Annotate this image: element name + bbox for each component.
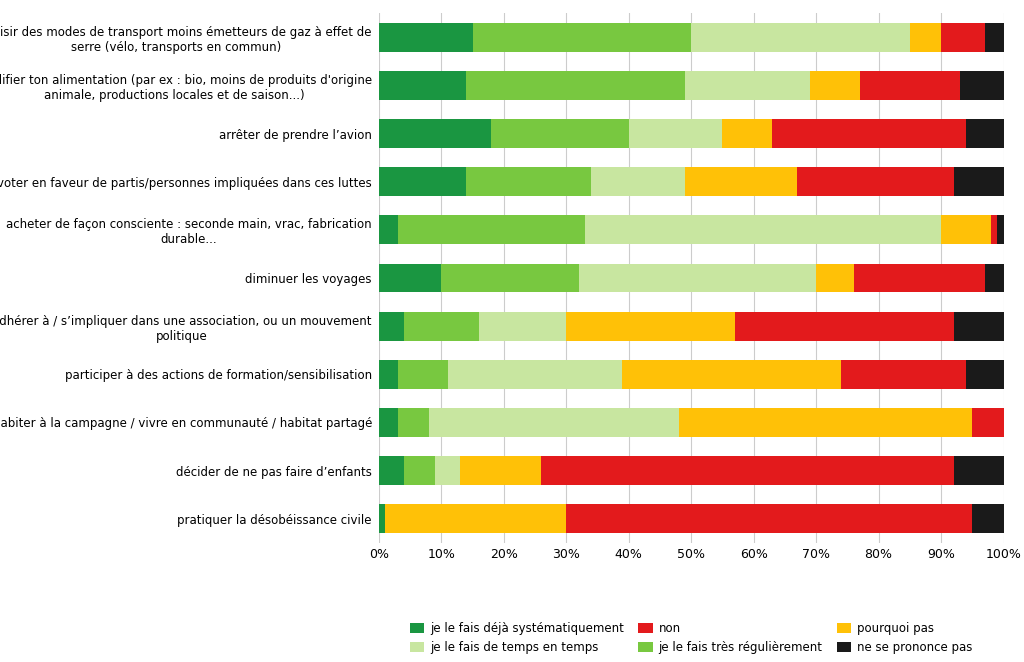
Bar: [403, 312, 479, 341]
Legend: je le fais déjà systématiquement, je le fais de temps en temps, non, je le fais : je le fais déjà systématiquement, je le …: [406, 618, 977, 659]
Bar: [966, 360, 1004, 389]
Bar: [985, 23, 1004, 52]
Bar: [379, 456, 403, 485]
Bar: [379, 312, 403, 341]
Bar: [479, 312, 566, 341]
Bar: [841, 360, 966, 389]
Bar: [397, 360, 447, 389]
Bar: [397, 215, 585, 244]
Bar: [860, 71, 959, 100]
Bar: [810, 71, 860, 100]
Bar: [973, 408, 1024, 437]
Bar: [379, 263, 441, 293]
Bar: [798, 167, 953, 196]
Bar: [735, 312, 953, 341]
Bar: [566, 312, 735, 341]
Bar: [435, 456, 460, 485]
Bar: [566, 504, 973, 533]
Bar: [379, 215, 397, 244]
Bar: [379, 119, 492, 148]
Bar: [679, 408, 973, 437]
Bar: [542, 456, 953, 485]
Bar: [816, 263, 854, 293]
Bar: [997, 215, 1004, 244]
Bar: [591, 167, 685, 196]
Bar: [629, 119, 723, 148]
Bar: [723, 119, 772, 148]
Bar: [685, 71, 810, 100]
Bar: [973, 504, 1004, 533]
Bar: [772, 119, 966, 148]
Bar: [910, 23, 941, 52]
Bar: [447, 360, 623, 389]
Bar: [991, 215, 997, 244]
Bar: [403, 456, 435, 485]
Bar: [379, 504, 385, 533]
Bar: [941, 23, 985, 52]
Bar: [441, 263, 579, 293]
Bar: [953, 167, 1004, 196]
Bar: [379, 408, 397, 437]
Bar: [379, 71, 466, 100]
Bar: [966, 119, 1004, 148]
Bar: [685, 167, 798, 196]
Bar: [941, 215, 991, 244]
Bar: [585, 215, 941, 244]
Bar: [492, 119, 629, 148]
Bar: [379, 167, 466, 196]
Bar: [953, 312, 1004, 341]
Bar: [460, 456, 542, 485]
Bar: [466, 71, 685, 100]
Bar: [985, 263, 1004, 293]
Bar: [473, 23, 691, 52]
Bar: [397, 408, 429, 437]
Bar: [623, 360, 841, 389]
Bar: [466, 167, 591, 196]
Bar: [429, 408, 679, 437]
Bar: [691, 23, 910, 52]
Bar: [379, 360, 397, 389]
Bar: [959, 71, 1004, 100]
Bar: [385, 504, 566, 533]
Bar: [379, 23, 473, 52]
Bar: [854, 263, 985, 293]
Bar: [953, 456, 1004, 485]
Bar: [579, 263, 816, 293]
